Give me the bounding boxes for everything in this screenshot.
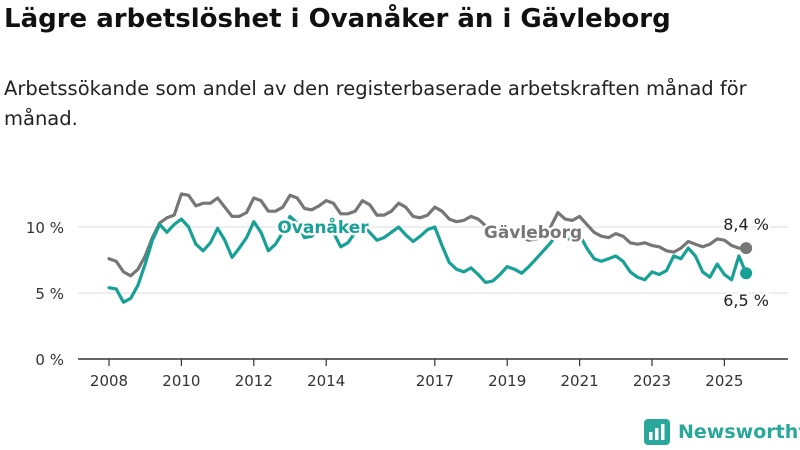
series-line-ovanaker <box>107 214 748 304</box>
series-line-gavleborg <box>107 192 748 278</box>
x-tick-label: 2017 <box>416 372 454 390</box>
end-value-label-gavleborg: 8,4 % <box>723 215 769 234</box>
x-tick-label: 2010 <box>162 372 200 390</box>
brand-name: Newsworthy <box>678 421 800 443</box>
series-label-ovanaker: Ovanåker <box>277 216 369 238</box>
y-tick-label: 0 % <box>35 351 64 369</box>
chart-subtitle: Arbetssökande som andel av den registerb… <box>4 77 747 130</box>
y-tick-label: 5 % <box>35 285 64 303</box>
y-tick-label: 10 % <box>26 219 64 237</box>
x-tick-label: 2019 <box>488 372 526 390</box>
x-tick-label: 2021 <box>561 372 599 390</box>
x-tick-label: 2008 <box>90 372 128 390</box>
newsworthy-logo: Newsworthy <box>644 419 800 445</box>
bar-chart-icon <box>644 419 670 445</box>
x-tick-label: 2025 <box>705 372 743 390</box>
chart-title: Lägre arbetslöshet i Ovanåker än i Gävle… <box>4 4 671 34</box>
x-tick-label: 2023 <box>633 372 671 390</box>
series-lines <box>107 192 753 304</box>
series-labels: Gävleborg 8,4 % Ovanåker 6,5 % <box>275 213 771 312</box>
series-end-point-gavleborg <box>740 242 753 255</box>
series-label-gavleborg: Gävleborg <box>484 223 582 243</box>
end-value-label-ovanaker: 6,5 % <box>723 291 769 310</box>
axes: 0 % 5 % 10 % 2008 2010 2012 2014 2017 2019 2021 20… <box>26 219 788 390</box>
x-tick-label: 2012 <box>235 372 273 390</box>
series-end-point-ovanaker <box>740 267 753 280</box>
x-tick-label: 2014 <box>307 372 345 390</box>
